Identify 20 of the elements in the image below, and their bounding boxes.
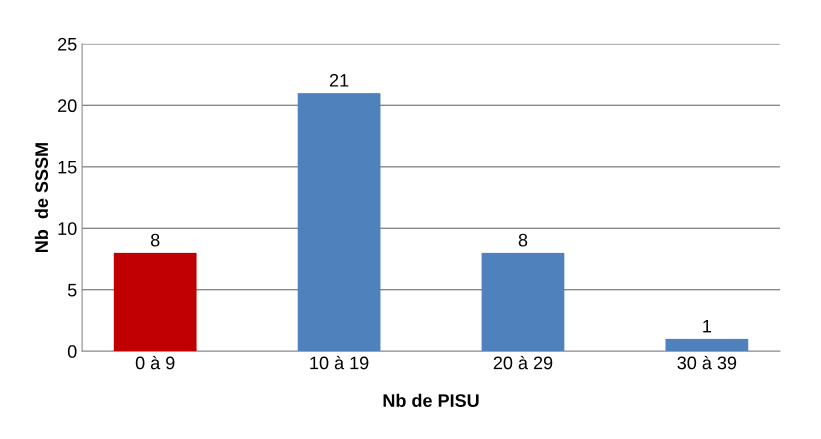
- y-tick-label: 20: [58, 99, 77, 112]
- y-tick-label: 15: [58, 160, 76, 174]
- x-tick-label: 0 à 9: [136, 356, 174, 370]
- bar: [114, 252, 197, 352]
- x-tick-label: 10 à 19: [310, 356, 368, 370]
- data-label: 8: [518, 234, 528, 247]
- x-tick-label: 30 à 39: [677, 356, 736, 370]
- y-tick-label: 0: [68, 345, 77, 358]
- y-tick-label: 5: [68, 284, 76, 296]
- y-tick-label: 10: [58, 222, 77, 235]
- data-label: 1: [703, 320, 711, 332]
- bar: [665, 338, 748, 352]
- x-tick-label: 20 à 29: [494, 356, 552, 370]
- x-axis-title: Nb de PISU: [384, 394, 479, 407]
- data-label: 21: [330, 74, 348, 87]
- bar: [298, 93, 380, 352]
- y-tick-label: 25: [58, 38, 76, 51]
- data-label: 8: [150, 234, 160, 247]
- bar: [482, 252, 564, 352]
- y-axis-title: Nb de SSSM: [34, 143, 48, 252]
